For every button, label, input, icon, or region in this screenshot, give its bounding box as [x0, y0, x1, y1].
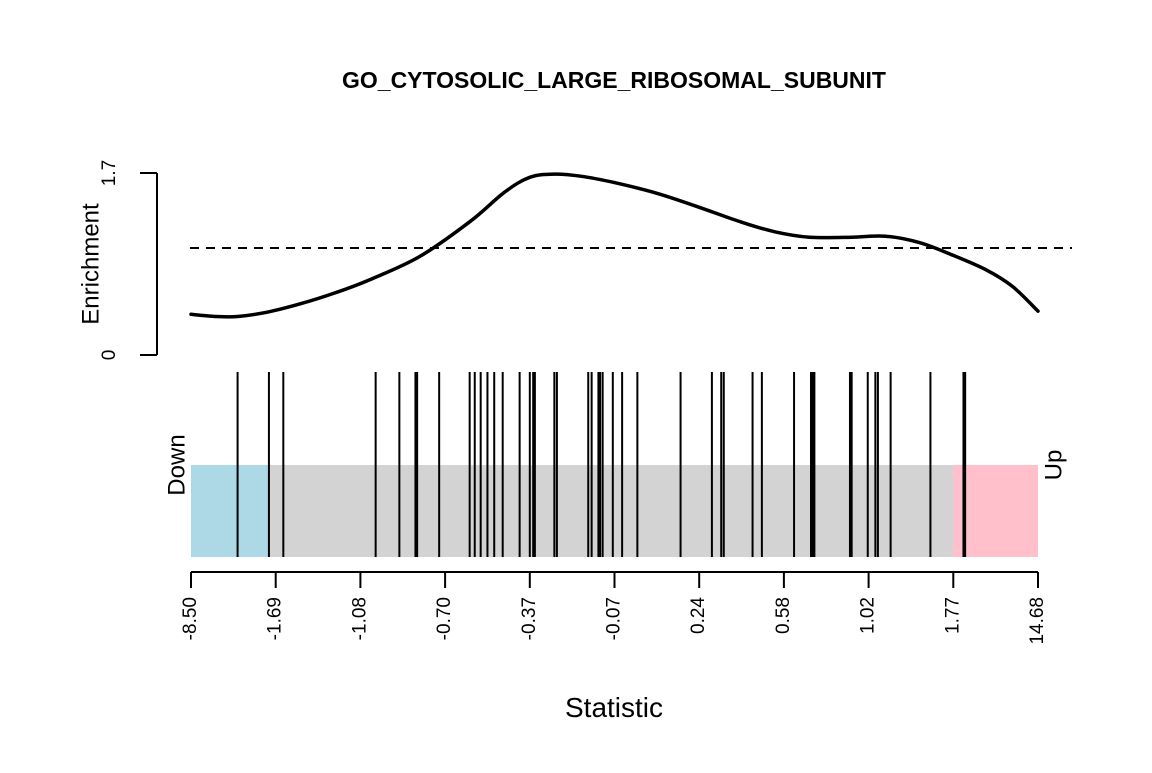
y-axis-label: Enrichment	[77, 203, 104, 325]
barcode-down-region	[191, 465, 269, 557]
x-tick-label: 1.77	[942, 597, 963, 634]
enrichment-curve	[189, 172, 1040, 319]
x-tick-label: -0.70	[434, 597, 455, 640]
x-tick-label: -1.08	[349, 597, 370, 640]
enrichment-tick-label-0: 0	[99, 350, 120, 361]
x-tick-label: -8.50	[180, 597, 201, 640]
x-tick-label: -1.69	[265, 597, 286, 640]
x-axis-ticks: -8.50 -1.69 -1.08 -0.70 -0.37 -0.07 0.24 0.58 1.…	[180, 572, 1048, 645]
x-tick-label: 0.24	[688, 597, 709, 634]
barcode-up-region	[953, 465, 1038, 557]
chart-title: GO_CYTOSOLIC_LARGE_RIBOSOMAL_SUBUNIT	[342, 67, 886, 93]
up-label: Up	[1040, 450, 1067, 481]
down-label: Down	[163, 434, 190, 495]
x-axis-label: Statistic	[565, 692, 663, 723]
x-tick-label: 0.58	[773, 597, 794, 634]
x-tick-label: -0.37	[519, 597, 540, 640]
x-tick-label: 14.68	[1027, 597, 1048, 645]
barcode-lines	[236, 372, 967, 557]
barcode-middle-region	[191, 465, 1038, 557]
enrichment-tick-label-max: 1.7	[99, 160, 120, 186]
x-tick-label: 1.02	[858, 597, 879, 634]
x-tick-label: -0.07	[604, 597, 625, 640]
